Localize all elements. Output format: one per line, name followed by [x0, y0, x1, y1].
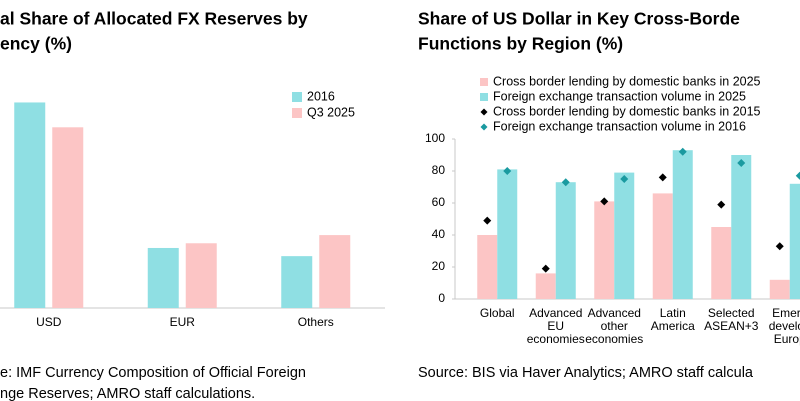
- bar: [52, 127, 84, 309]
- x-tick-label: USD: [36, 315, 62, 329]
- legend-swatch: [480, 78, 488, 86]
- x-tick-label: Emerg: [772, 306, 800, 320]
- y-tick-label: 40: [432, 227, 446, 241]
- legend-label: Foreign exchange transaction volume in 2…: [493, 119, 746, 133]
- y-tick-label: 0: [438, 291, 445, 305]
- bar: [594, 201, 615, 299]
- x-tick-label: ASEAN+3: [704, 319, 759, 333]
- legend-label: Cross border lending by domestic banks i…: [493, 74, 761, 88]
- bar: [555, 182, 576, 299]
- source-note: Source: BIS via Haver Analytics; AMRO st…: [418, 365, 754, 381]
- y-tick-label: 60: [432, 195, 446, 209]
- legend-swatch: [292, 92, 302, 102]
- x-tick-label: Selected: [708, 306, 755, 320]
- x-tick-label: economies: [585, 332, 643, 346]
- bar: [497, 169, 518, 299]
- marker: [717, 200, 726, 209]
- legend-label: Cross border lending by domestic banks i…: [493, 104, 761, 118]
- marker: [678, 147, 687, 156]
- marker: [620, 175, 629, 183]
- marker: [795, 171, 800, 180]
- legend-label: Q3 2025: [307, 105, 355, 119]
- marker: [737, 159, 746, 167]
- bar: [672, 150, 693, 299]
- bar: [535, 273, 556, 299]
- source-note: nge Reserves; AMRO staff calculations.: [0, 386, 255, 401]
- chart-title: Share of US Dollar in Key Cross-Borde: [418, 9, 740, 29]
- bar: [711, 227, 732, 299]
- x-tick-label: Advanced: [588, 306, 641, 320]
- chart-title: ency (%): [0, 34, 72, 54]
- legend-label: 2016: [307, 89, 335, 103]
- marker: [600, 197, 609, 206]
- marker: [503, 167, 512, 175]
- x-tick-label: Others: [298, 315, 334, 329]
- bar: [477, 235, 498, 299]
- bar: [731, 155, 752, 299]
- x-tick-label: other: [601, 319, 628, 333]
- bar: [147, 247, 179, 308]
- y-tick-label: 80: [432, 163, 446, 177]
- x-tick-label: EUR: [170, 315, 196, 329]
- bar: [319, 235, 351, 308]
- marker: [541, 264, 550, 273]
- y-tick-label: 20: [432, 259, 446, 273]
- bar: [614, 172, 635, 299]
- legend-swatch: [480, 108, 488, 116]
- source-note: e: IMF Currency Composition of Official …: [0, 365, 306, 381]
- chart-title: Functions by Region (%): [418, 34, 623, 54]
- bar: [769, 279, 790, 299]
- x-tick-label: Latin: [660, 306, 686, 320]
- legend-swatch: [292, 108, 302, 118]
- bar: [652, 193, 673, 299]
- x-tick-label: Europ: [774, 332, 800, 346]
- x-tick-label: develop: [769, 319, 800, 333]
- bar: [14, 102, 46, 308]
- marker: [483, 216, 492, 225]
- bar: [281, 256, 313, 308]
- x-tick-label: economies: [527, 332, 585, 346]
- x-tick-label: America: [651, 319, 695, 333]
- marker: [775, 242, 784, 251]
- marker: [658, 173, 667, 182]
- legend-swatch: [480, 123, 488, 131]
- x-tick-label: Global: [480, 306, 515, 320]
- legend-swatch: [480, 93, 488, 101]
- y-tick-label: 100: [425, 131, 445, 145]
- bar: [789, 183, 800, 299]
- x-tick-label: EU: [547, 319, 564, 333]
- x-tick-label: Advanced: [529, 306, 582, 320]
- bar: [185, 243, 217, 308]
- marker: [561, 178, 570, 187]
- legend-label: Foreign exchange transaction volume in 2…: [493, 89, 746, 103]
- chart-title: al Share of Allocated FX Reserves by: [0, 9, 308, 29]
